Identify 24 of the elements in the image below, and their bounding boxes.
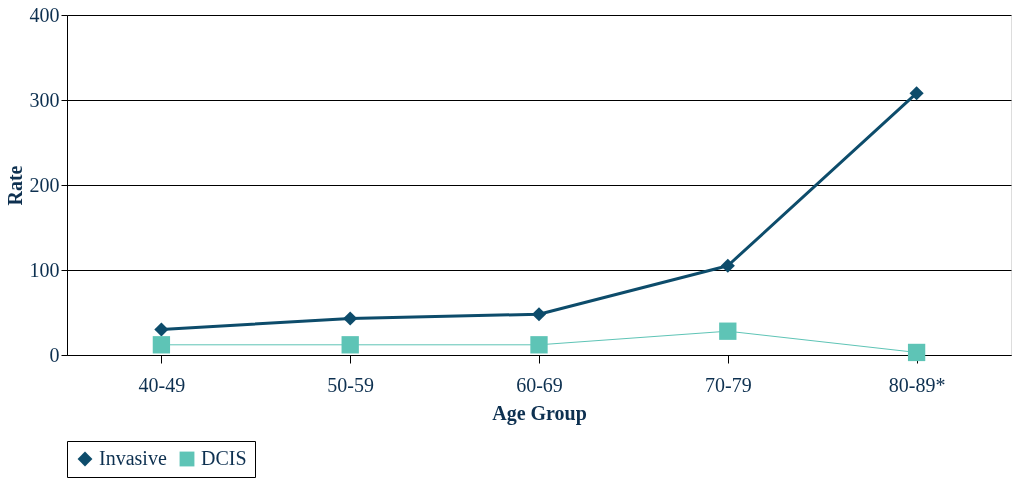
y-tick-label: 200 [29, 173, 60, 196]
x-tick-label: 40-49 [138, 373, 186, 396]
y-axis-title: Rate [3, 165, 26, 206]
legend-label: Invasive [99, 447, 167, 469]
point [907, 343, 926, 362]
x-tick-label: 50-59 [327, 373, 375, 396]
point [531, 307, 547, 322]
legend-label: DCIS [201, 447, 247, 469]
point [154, 322, 169, 337]
x-tick-label: 60-69 [516, 373, 563, 396]
point [343, 311, 358, 326]
x-tick-label: 70-79 [704, 373, 752, 396]
point [152, 336, 171, 354]
x-axis-title: Age Group [492, 401, 587, 425]
point [720, 258, 735, 273]
point [909, 86, 924, 101]
y-tick-label: 400 [29, 3, 60, 26]
y-tick-label: 100 [29, 258, 60, 281]
point [530, 336, 548, 354]
point [719, 322, 737, 340]
x-tick-label: 80-89* [888, 373, 946, 396]
y-tick-label: 0 [49, 343, 60, 366]
point [341, 336, 359, 354]
y-tick-label: 300 [29, 88, 60, 111]
